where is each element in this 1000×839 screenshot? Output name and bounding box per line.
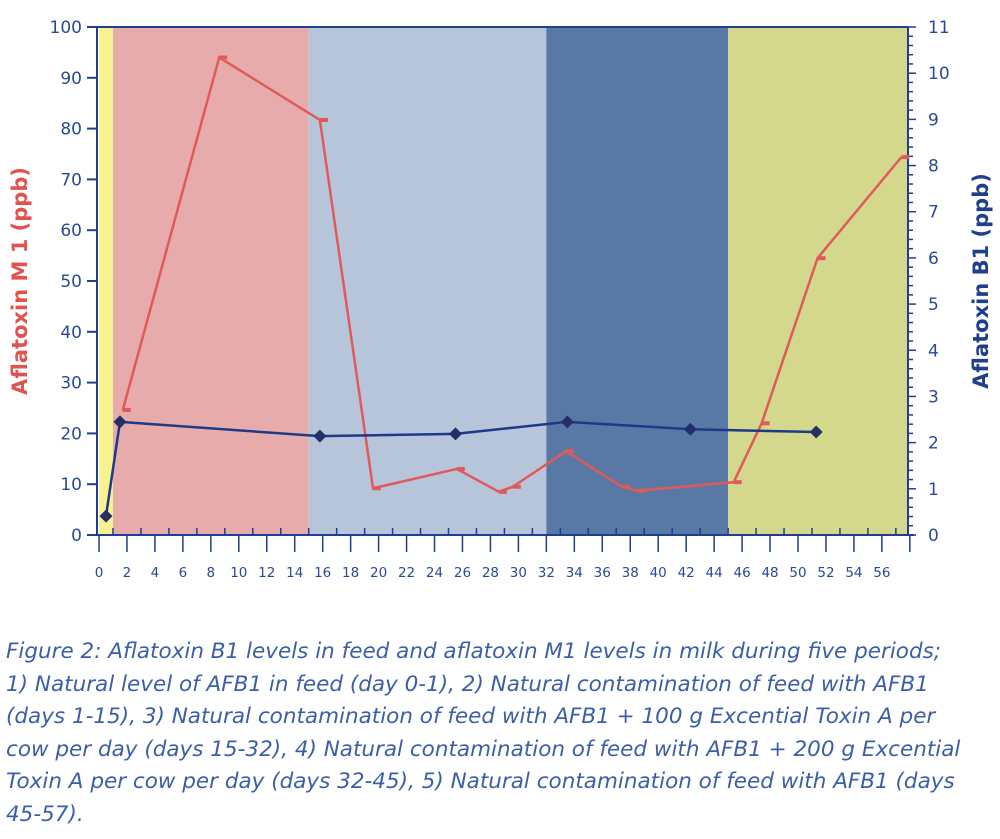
b1-data-point <box>99 509 113 523</box>
y-left-tick-label: 70 <box>60 170 82 190</box>
period-bands <box>99 27 908 535</box>
y-left-tick-label: 10 <box>60 475 82 495</box>
y-right-tick-label: 10 <box>928 64 950 84</box>
x-tick-label: 50 <box>789 565 806 581</box>
m1-data-point <box>621 484 630 489</box>
x-tick-label: 52 <box>817 565 834 581</box>
b1-data-point <box>683 422 697 436</box>
y-left-tick-label: 80 <box>60 120 82 140</box>
x-tick-label: 16 <box>314 565 331 581</box>
period-band-2 <box>112 27 309 535</box>
y-left-tick-label: 40 <box>60 323 82 343</box>
x-tick-label: 38 <box>622 565 639 581</box>
x-tick-label: 36 <box>594 565 611 581</box>
x-tick-label: 46 <box>733 565 750 581</box>
x-tick-label: 40 <box>650 565 667 581</box>
x-tick-label: 32 <box>538 565 555 581</box>
y-left-tick-label: 90 <box>60 69 82 89</box>
period-band-3 <box>308 27 547 535</box>
x-tick-label: 6 <box>179 565 188 581</box>
m1-data-point <box>122 408 131 413</box>
y-left-tick-label: 100 <box>50 18 82 38</box>
x-tick-label: 24 <box>426 565 443 581</box>
x-tick-label: 42 <box>678 565 695 581</box>
x-tick-label: 48 <box>761 565 778 581</box>
period-band-5 <box>728 27 908 535</box>
x-tick-label: 28 <box>482 565 499 581</box>
y-right-tick-label: 6 <box>928 249 939 269</box>
period-band-1 <box>99 27 113 535</box>
x-tick-label: 54 <box>845 565 862 581</box>
x-tick-label: 18 <box>342 565 359 581</box>
y-right-tick-label: 7 <box>928 203 939 223</box>
y-right-tick-label: 3 <box>928 387 939 407</box>
m1-data-point <box>456 466 465 471</box>
m1-data-point <box>565 449 574 454</box>
x-tick-label: 44 <box>706 565 723 581</box>
m1-data-point <box>373 486 382 491</box>
x-tick-label: 2 <box>123 565 132 581</box>
x-tick-label: 56 <box>873 565 890 581</box>
series-lines <box>99 55 910 523</box>
m1-data-point <box>733 480 742 485</box>
y-right-tick-label: 5 <box>928 295 939 315</box>
m1-data-point <box>817 256 826 261</box>
y-left-tick-label: 30 <box>60 374 82 394</box>
x-tick-label: 4 <box>151 565 160 581</box>
y-right-tick-label: 8 <box>928 157 939 177</box>
m1-series-line <box>121 55 903 494</box>
y-axis-left-title: Aflatoxin M 1 (ppb) <box>8 167 32 395</box>
x-tick-label: 20 <box>370 565 387 581</box>
b1-data-point <box>560 415 574 429</box>
x-tick-label: 0 <box>95 565 104 581</box>
y-left-tick-label: 50 <box>60 272 82 292</box>
period-band-4 <box>546 27 729 535</box>
x-tick-label: 22 <box>398 565 415 581</box>
y-right-tick-label: 11 <box>928 18 950 38</box>
y-right-tick-label: 4 <box>928 341 939 361</box>
m1-data-point <box>219 55 228 60</box>
y-right-tick-label: 2 <box>928 434 939 454</box>
x-tick-label: 8 <box>207 565 216 581</box>
b1-data-point <box>113 415 127 429</box>
m1-data-point <box>761 421 770 426</box>
m1-data-point <box>498 489 507 494</box>
x-tick-label: 12 <box>258 565 275 581</box>
x-tick-label: 10 <box>230 565 247 581</box>
y-right-tick-label: 9 <box>928 110 939 130</box>
x-tick-label: 26 <box>454 565 471 581</box>
m1-data-point <box>319 117 328 122</box>
m1-data-point <box>901 155 910 160</box>
x-tick-label: 30 <box>510 565 527 581</box>
y-left-tick-label: 20 <box>60 424 82 444</box>
x-tick-label: 34 <box>566 565 583 581</box>
m1-data-point <box>512 484 521 489</box>
b1-data-point <box>448 427 462 441</box>
x-tick-label: 14 <box>286 565 303 581</box>
y-left-tick-label: 60 <box>60 221 82 241</box>
figure-caption: Figure 2: Aflatoxin B1 levels in feed an… <box>6 639 961 827</box>
y-axis-right-title: Aflatoxin B1 (ppb) <box>969 173 993 389</box>
y-right-tick-label: 0 <box>928 526 939 546</box>
y-right-tick-label: 1 <box>928 480 939 500</box>
y-left-tick-label: 0 <box>71 526 82 546</box>
b1-data-point <box>313 429 327 443</box>
m1-data-point <box>637 488 646 493</box>
b1-data-point <box>809 425 823 439</box>
